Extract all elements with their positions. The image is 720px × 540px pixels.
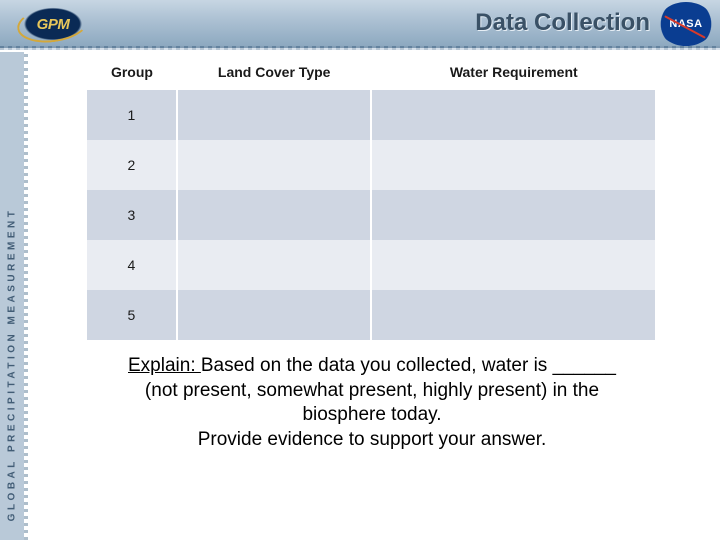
explain-label: Explain: xyxy=(128,355,201,376)
col-header-landcover: Land Cover Type xyxy=(177,54,372,90)
cell-landcover xyxy=(177,290,372,340)
cell-group: 4 xyxy=(87,240,177,290)
cell-waterreq xyxy=(371,190,656,240)
cell-landcover xyxy=(177,240,372,290)
cell-group: 5 xyxy=(87,290,177,340)
cell-group: 1 xyxy=(87,90,177,140)
explain-line2: (not present, somewhat present, highly p… xyxy=(145,380,599,401)
left-sidebar: GLOBAL PRECIPITATION MEASUREMENT xyxy=(0,52,24,540)
table-row: 5 xyxy=(87,290,656,340)
explain-prompt: Explain: Based on the data you collected… xyxy=(52,354,692,453)
table-row: 4 xyxy=(87,240,656,290)
cell-group: 3 xyxy=(87,190,177,240)
cell-waterreq xyxy=(371,240,656,290)
cell-waterreq xyxy=(371,140,656,190)
data-table: Group Land Cover Type Water Requirement … xyxy=(87,54,657,340)
table-row: 1 xyxy=(87,90,656,140)
gpm-logo: GPM xyxy=(14,4,92,44)
explain-line4: Provide evidence to support your answer. xyxy=(198,429,547,450)
main-content: Group Land Cover Type Water Requirement … xyxy=(32,54,712,453)
cell-group: 2 xyxy=(87,140,177,190)
explain-line1: Based on the data you collected, water i… xyxy=(201,355,616,376)
cell-landcover xyxy=(177,140,372,190)
table-row: 2 xyxy=(87,140,656,190)
table-row: 3 xyxy=(87,190,656,240)
cell-landcover xyxy=(177,190,372,240)
table-header-row: Group Land Cover Type Water Requirement xyxy=(87,54,656,90)
sidebar-label: GLOBAL PRECIPITATION MEASUREMENT xyxy=(7,208,18,522)
col-header-group: Group xyxy=(87,54,177,90)
nasa-logo: NASA xyxy=(658,2,714,46)
page-title: Data Collection xyxy=(475,9,650,37)
explain-line3: biosphere today. xyxy=(302,404,441,425)
col-header-waterreq: Water Requirement xyxy=(371,54,656,90)
top-banner: GPM Data Collection NASA xyxy=(0,0,720,48)
gpm-logo-text: GPM xyxy=(37,16,70,33)
cell-landcover xyxy=(177,90,372,140)
cell-waterreq xyxy=(371,290,656,340)
cell-waterreq xyxy=(371,90,656,140)
